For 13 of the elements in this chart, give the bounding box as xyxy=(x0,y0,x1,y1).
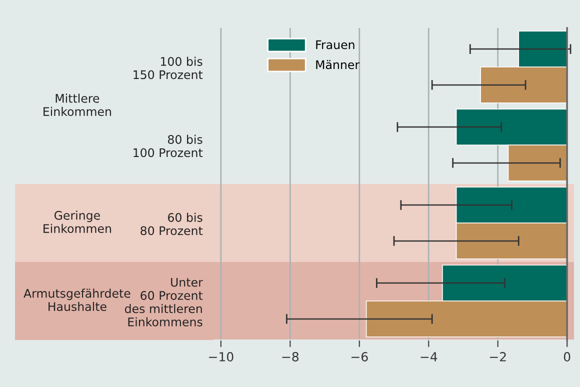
text: Mittlere Einkommen xyxy=(44,94,111,116)
x-tick-label: −8 xyxy=(282,352,299,362)
legend-label: Männer xyxy=(316,60,360,70)
x-tick-label: −6 xyxy=(351,352,368,362)
y-tick-label: 100 bis 150 Prozent xyxy=(134,56,203,80)
x-tick-label: −2 xyxy=(490,352,506,362)
x-tick-label: −10 xyxy=(209,352,234,362)
x-tick-label: −4 xyxy=(420,352,438,362)
y-tick-label: 60 bis 80 Prozent xyxy=(140,212,203,236)
band-label: Geringe Einkommen xyxy=(44,210,111,234)
legend-label: Frauen xyxy=(316,40,354,50)
x-tick-label: 0 xyxy=(564,352,570,362)
y-tick-label: 80 bis 100 Prozent xyxy=(134,134,203,158)
